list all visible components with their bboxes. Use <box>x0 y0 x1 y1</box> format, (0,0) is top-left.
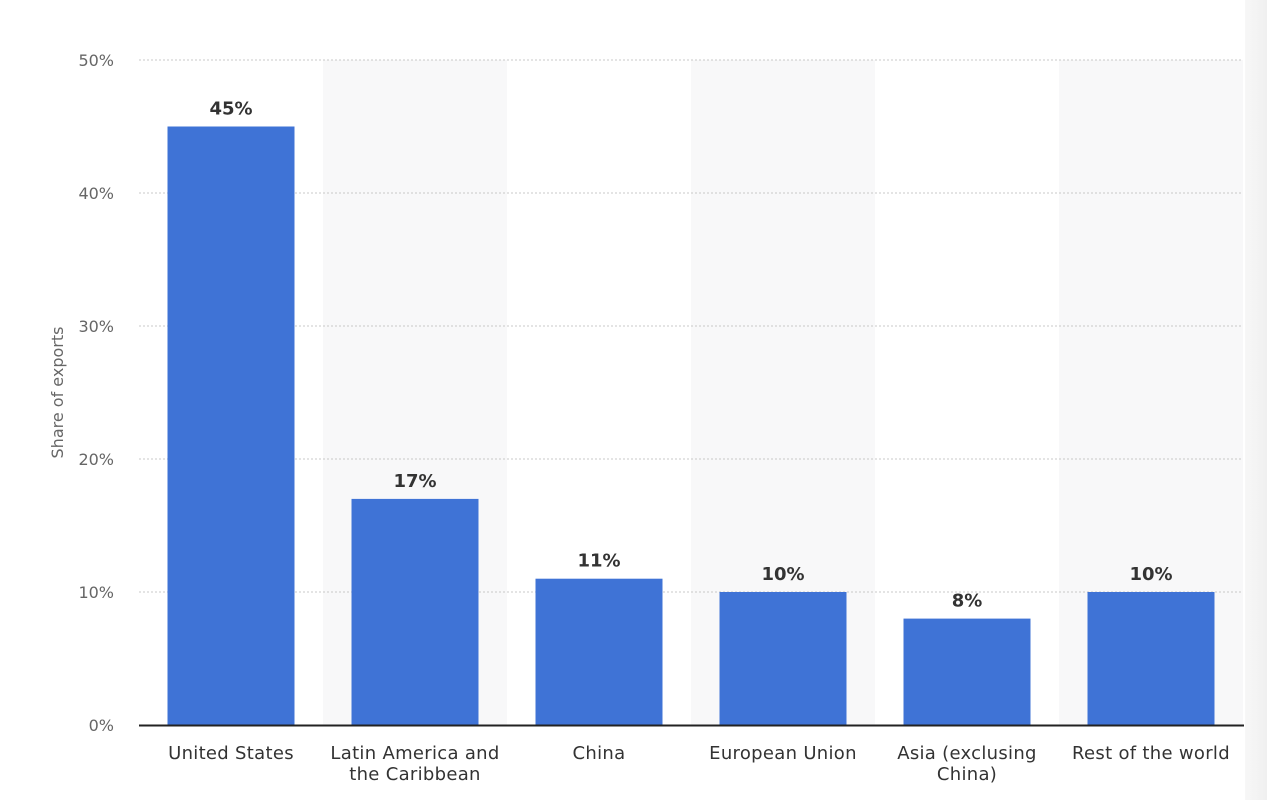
data-label: 17% <box>393 471 436 492</box>
x-tick-label: Latin America and the Caribbean <box>330 743 499 785</box>
y-axis-ticks: 0% 10% 20% 30% 40% 50% <box>78 51 114 735</box>
x-tick-label: United States <box>168 743 294 764</box>
x-tick-label: China <box>573 743 626 764</box>
y-tick-label: 0% <box>89 716 114 735</box>
y-axis-label: Share of exports <box>48 327 67 459</box>
bar[interactable] <box>719 592 847 725</box>
bars <box>167 126 1215 726</box>
data-labels: 45% 17% 11% 10% 8% 10% <box>209 99 1172 612</box>
y-tick-label: 30% <box>78 317 114 336</box>
y-tick-label: 50% <box>78 51 114 70</box>
category-bands <box>323 60 1243 725</box>
scrollbar-track[interactable] <box>1245 0 1267 800</box>
data-label: 8% <box>952 591 983 612</box>
x-tick-label: Asia (exclusing China) <box>897 743 1037 785</box>
bar[interactable] <box>1087 592 1215 725</box>
x-tick-label: European Union <box>709 743 857 764</box>
data-label: 45% <box>209 99 252 120</box>
bar[interactable] <box>903 618 1031 725</box>
data-label: 11% <box>577 551 620 572</box>
x-axis-ticks: United States Latin America and the Caribb… <box>168 743 1230 785</box>
bar[interactable] <box>351 498 479 725</box>
y-tick-label: 10% <box>78 583 114 602</box>
y-tick-label: 40% <box>78 184 114 203</box>
gridlines <box>139 59 1243 593</box>
y-tick-label: 20% <box>78 450 114 469</box>
data-label: 10% <box>761 564 804 585</box>
bar[interactable] <box>167 126 295 726</box>
x-tick-label: Rest of the world <box>1072 743 1230 764</box>
data-label: 10% <box>1129 564 1172 585</box>
bar[interactable] <box>535 578 663 725</box>
